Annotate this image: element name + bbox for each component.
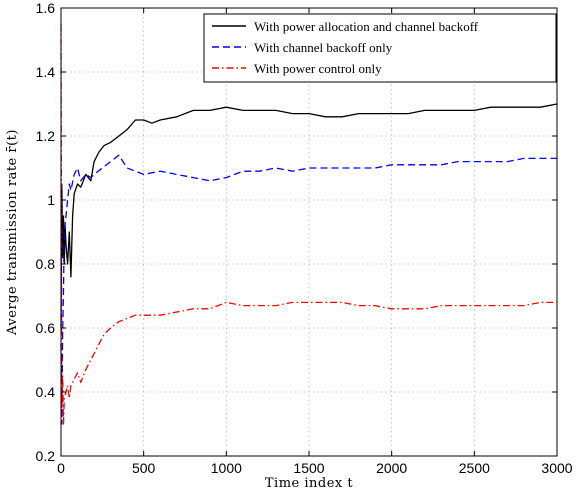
legend: With power allocation and channel backof… bbox=[203, 13, 557, 83]
legend-label: With power control only bbox=[254, 61, 382, 76]
y-tick-label: 0.6 bbox=[36, 320, 56, 336]
x-axis-title: Time index t bbox=[265, 476, 353, 491]
x-tick-label: 2500 bbox=[459, 460, 490, 476]
x-tick-label: 2000 bbox=[376, 460, 407, 476]
y-tick-label: 1 bbox=[47, 192, 55, 208]
y-tick-label: 0.4 bbox=[36, 384, 56, 400]
x-tick-label: 1500 bbox=[293, 460, 324, 476]
tick-labels: 0 500 1000 1500 2000 2500 3000 0.2 0.4 0.6 0.8 1 1.2… bbox=[36, 0, 573, 476]
legend-label: With power allocation and channel backof… bbox=[254, 19, 479, 34]
ticks bbox=[60, 7, 558, 457]
series-line-2 bbox=[60, 154, 557, 425]
y-tick-label: 1.2 bbox=[36, 128, 56, 144]
y-tick-label: 0.8 bbox=[36, 256, 56, 272]
series-line-3 bbox=[60, 23, 557, 425]
y-axis-title: Averge transmission rate r̄(t) bbox=[5, 129, 20, 336]
series-line-1 bbox=[60, 103, 558, 329]
x-tick-label: 500 bbox=[132, 460, 156, 476]
x-tick-label: 1000 bbox=[211, 460, 242, 476]
x-tick-label: 0 bbox=[57, 460, 65, 476]
x-tick-label: 3000 bbox=[541, 460, 572, 476]
y-tick-label: 1.6 bbox=[36, 0, 56, 16]
y-tick-label: 0.2 bbox=[36, 448, 56, 464]
series-layer bbox=[60, 23, 558, 425]
y-tick-label: 1.4 bbox=[36, 64, 56, 80]
legend-box bbox=[203, 13, 557, 83]
legend-label: With channel backoff only bbox=[254, 40, 393, 55]
